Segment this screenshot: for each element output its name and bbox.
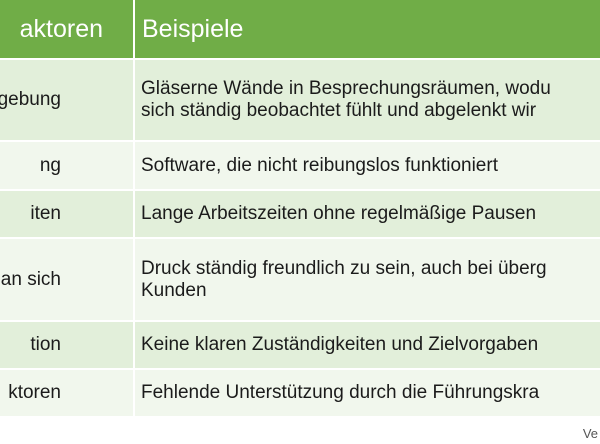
table-row: tion Keine klaren Zuständigkeiten und Zi…: [0, 322, 600, 368]
factor-cell: iten: [30, 203, 61, 224]
example-line: Kunden: [141, 279, 207, 301]
table-row: an sich Druck ständig freundlich zu sein…: [0, 239, 600, 320]
header-examples: Beispiele: [142, 14, 244, 43]
table-row: ngebung Gläserne Wände in Besprechungsrä…: [0, 60, 600, 140]
example-line: Gläserne Wände in Besprechungsräumen, wo…: [141, 78, 551, 99]
header-divider: [133, 0, 135, 58]
example-cell: Keine klaren Zuständigkeiten und Zielvor…: [135, 322, 600, 368]
example-line: Keine klaren Zuständigkeiten und Zielvor…: [141, 334, 539, 355]
table-header-row: aktoren Beispiele: [0, 0, 600, 58]
column-divider: [133, 142, 135, 189]
footer-text: Ve: [582, 426, 598, 441]
example-cell: Gläserne Wände in Besprechungsräumen, wo…: [135, 60, 600, 140]
table-row: ktoren Fehlende Unterstützung durch die …: [0, 370, 600, 416]
factor-cell: ngebung: [0, 89, 61, 110]
factor-cell: an sich: [0, 268, 61, 290]
column-divider: [133, 191, 135, 237]
example-cell: Druck ständig freundlich zu sein, auch b…: [135, 239, 600, 320]
column-divider: [133, 239, 135, 320]
example-cell: Lange Arbeitszeiten ohne regelmäßige Pau…: [135, 191, 600, 237]
factor-cell: ng: [39, 154, 61, 176]
example-line: sich ständig beobachtet fühlt und abgele…: [141, 100, 537, 121]
column-divider: [133, 60, 135, 140]
table-row: iten Lange Arbeitszeiten ohne regelmäßig…: [0, 191, 600, 237]
column-divider: [133, 370, 135, 416]
example-cell: Fehlende Unterstützung durch die Führung…: [135, 370, 600, 416]
column-divider: [133, 322, 135, 368]
table-row: ng Software, die nicht reibungslos funkt…: [0, 142, 600, 189]
factor-cell: tion: [30, 334, 61, 355]
header-factors: aktoren: [19, 14, 103, 43]
example-line: Druck ständig freundlich zu sein, auch b…: [141, 257, 547, 279]
factor-cell: ktoren: [8, 382, 61, 403]
example-line: Software, die nicht reibungslos funktion…: [141, 154, 498, 176]
example-line: Lange Arbeitszeiten ohne regelmäßige Pau…: [141, 203, 537, 224]
example-line: Fehlende Unterstützung durch die Führung…: [141, 382, 540, 403]
example-cell: Software, die nicht reibungslos funktion…: [135, 142, 600, 189]
